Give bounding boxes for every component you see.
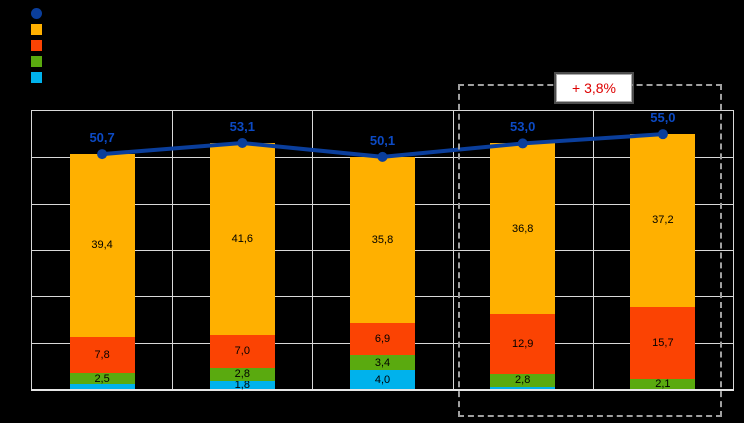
legend-marker-segment-orange bbox=[31, 24, 42, 35]
line-marker bbox=[517, 138, 528, 149]
gridline-vertical bbox=[452, 111, 454, 389]
bar-segment-cyan bbox=[350, 370, 415, 389]
bar-segment-orange bbox=[350, 156, 415, 323]
legend-marker-segment-cyan bbox=[31, 72, 42, 83]
bar-segment-red bbox=[350, 322, 415, 355]
bar-value-label: 37,2 bbox=[652, 214, 674, 227]
bar-segment-green bbox=[490, 373, 556, 387]
bar-value-label: 7,0 bbox=[234, 345, 250, 358]
bar-value-label: 2,8 bbox=[515, 374, 531, 387]
bar-segment-cyan bbox=[490, 386, 556, 389]
bar-value-label: 41,6 bbox=[231, 232, 253, 245]
bar-value-label: 15,7 bbox=[652, 336, 674, 349]
gridline-vertical bbox=[312, 111, 314, 389]
bar-value-label: 2,5 bbox=[94, 372, 110, 385]
legend bbox=[31, 8, 42, 88]
bar-segment-orange bbox=[69, 154, 135, 337]
gridline-vertical bbox=[172, 111, 174, 389]
bar-segment-red bbox=[209, 335, 275, 368]
line-marker bbox=[237, 137, 248, 148]
bar-segment-green bbox=[209, 367, 275, 381]
legend-marker-segment-green bbox=[31, 56, 42, 67]
line-value-label: 53,1 bbox=[229, 118, 255, 134]
bar-value-label: 1,8 bbox=[234, 378, 250, 391]
bar-value-label: 4,0 bbox=[374, 373, 391, 386]
legend-marker-segment-red bbox=[31, 40, 42, 51]
bar-segment-green bbox=[630, 379, 696, 389]
bar-value-label: 7,8 bbox=[94, 348, 110, 361]
x-axis-line bbox=[31, 389, 734, 391]
bar-segment-orange bbox=[630, 134, 696, 307]
legend-marker-total-line bbox=[31, 8, 42, 19]
line-marker bbox=[97, 149, 108, 160]
bar-value-label: 2,1 bbox=[655, 378, 671, 391]
bar-segment-red bbox=[69, 336, 135, 373]
gridline-vertical bbox=[592, 111, 594, 389]
bar-value-label: 12,9 bbox=[511, 337, 534, 350]
bar-value-label: 35,8 bbox=[371, 233, 394, 246]
highlight-dashed-box bbox=[458, 84, 722, 417]
bar-segment-green bbox=[350, 354, 415, 371]
line-marker bbox=[657, 129, 668, 140]
bar-value-label: 36,8 bbox=[511, 222, 534, 235]
bar-segment-green bbox=[69, 372, 135, 385]
bar-value-label: 2,8 bbox=[234, 368, 250, 381]
bar-value-label: 39,4 bbox=[91, 239, 113, 252]
line-value-label: 53,0 bbox=[510, 119, 536, 135]
bar-segment-orange bbox=[209, 142, 275, 336]
line-value-label: 55,0 bbox=[650, 110, 676, 126]
bar-segment-cyan bbox=[209, 380, 275, 389]
bar-segment-cyan bbox=[69, 384, 135, 389]
line-marker bbox=[377, 151, 388, 162]
bar-segment-red bbox=[630, 306, 696, 380]
total-line bbox=[97, 129, 668, 162]
bar-segment-red bbox=[490, 313, 556, 374]
plot-area: 2,5 7,8 39,4 1,8 2,8 7,0 41,6 4,0 3,4 6,9 35,8 2,8 1… bbox=[31, 110, 734, 391]
bar-segment-orange bbox=[490, 143, 556, 314]
bar-value-label: 6,9 bbox=[374, 332, 391, 345]
line-value-label: 50,7 bbox=[89, 130, 115, 146]
line-value-label: 50,1 bbox=[369, 132, 396, 148]
growth-annotation: + 3,8% bbox=[556, 74, 632, 102]
bar-value-label: 3,4 bbox=[374, 356, 391, 369]
growth-annotation-label: + 3,8% bbox=[572, 80, 616, 96]
